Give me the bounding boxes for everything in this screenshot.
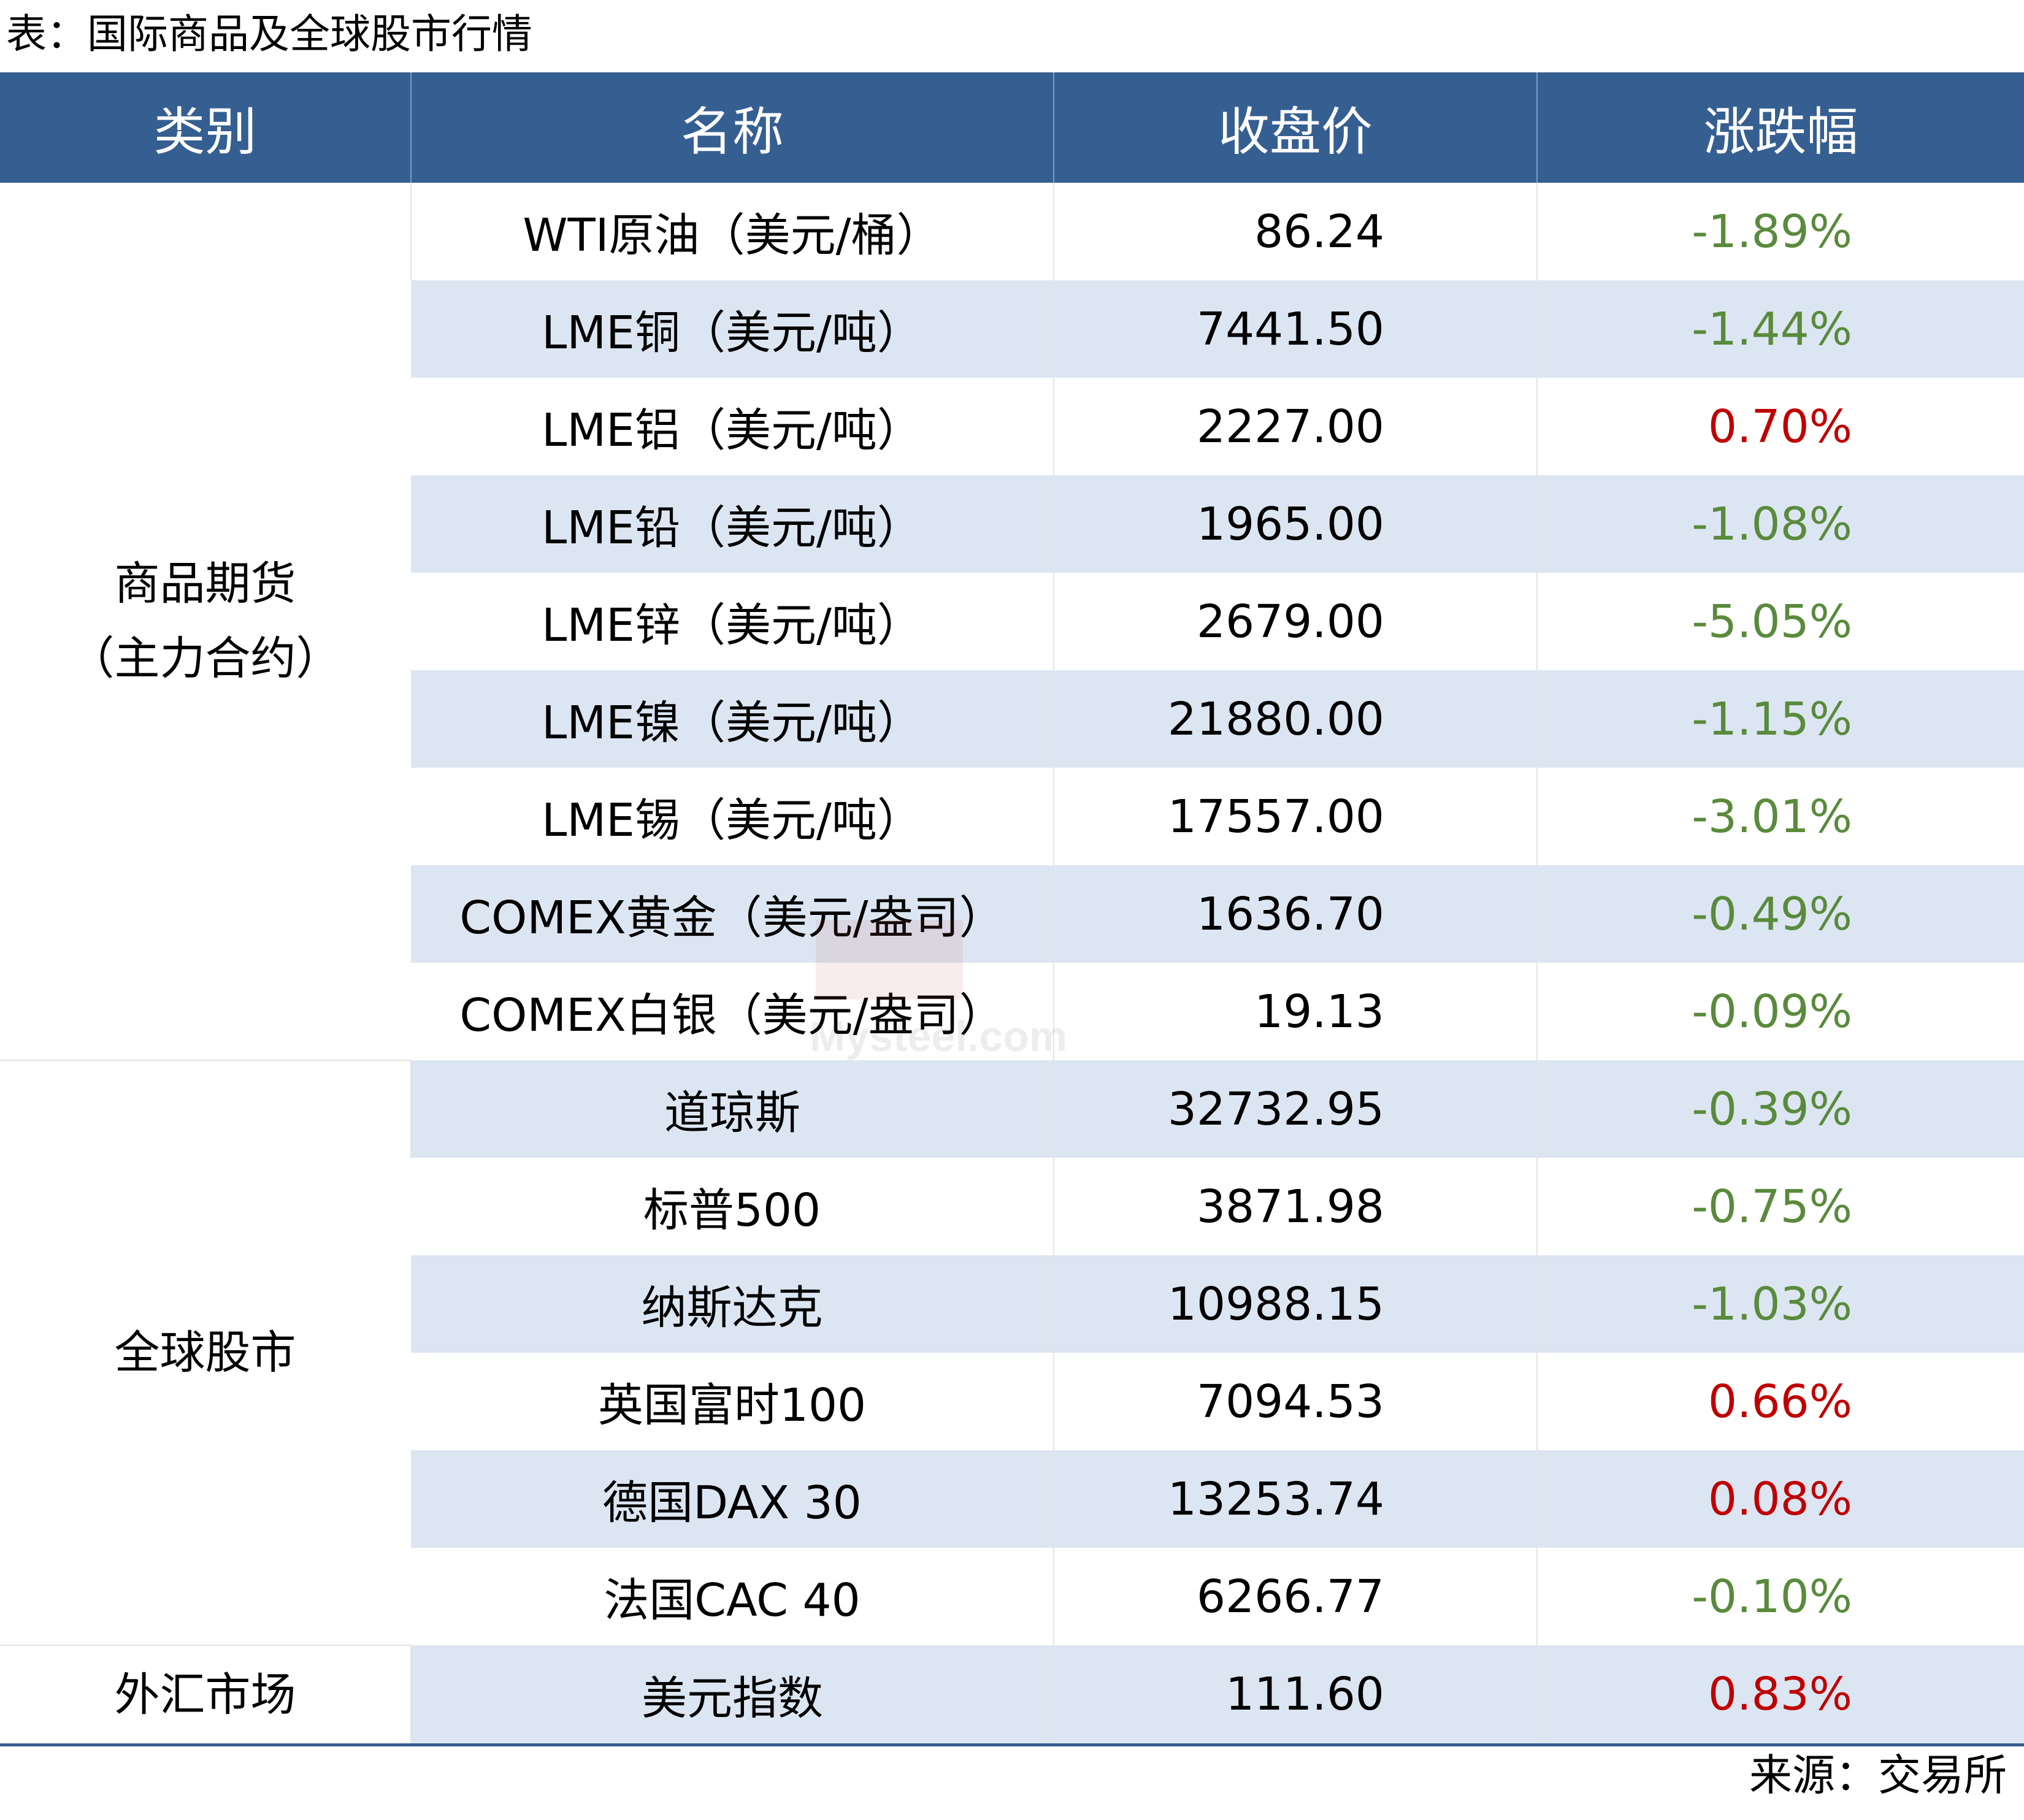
close-price: 3871.98 <box>1053 1158 1537 1255</box>
change-pct: -0.75% <box>1536 1158 2024 1255</box>
close-price: 86.24 <box>1053 183 1537 280</box>
header-change-pct: 涨跌幅 <box>1536 72 2024 183</box>
table-row: LME镍（美元/吨） 21880.00 -1.15% <box>0 670 2024 768</box>
instrument-name: WTI原油（美元/桶） <box>410 183 1054 280</box>
change-pct: -0.10% <box>1536 1548 2024 1645</box>
table-caption: 表：国际商品及全球股市行情 <box>6 10 532 58</box>
category-global-stocks: 全球股市 <box>0 1060 411 1646</box>
instrument-name: LME铝（美元/吨） <box>542 404 922 457</box>
close-price: 2679.00 <box>1053 573 1537 670</box>
table-row: LME锡（美元/吨） 17557.00 -3.01% <box>0 768 2024 865</box>
change-pct: 0.08% <box>1536 1450 2024 1548</box>
close-price: 1965.00 <box>1053 475 1537 573</box>
change-pct: -1.03% <box>1536 1255 2024 1353</box>
market-table: 类别 名称 收盘价 涨跌幅 商品期货 （主力合约） WTI原油（美元/桶） 86… <box>0 72 2024 1746</box>
instrument-name: LME铜（美元/吨） <box>411 280 1054 378</box>
close-price: 13253.74 <box>1053 1450 1537 1548</box>
close-price: 7094.53 <box>1053 1353 1537 1450</box>
table-row: 商品期货 （主力合约） WTI原油（美元/桶） 86.24 -1.89% <box>0 183 2024 1061</box>
header-category: 类别 <box>0 72 411 183</box>
change-pct: -1.15% <box>1536 670 2024 768</box>
table-row: COMEX白银（美元/盎司） 19.13 -0.09% <box>0 963 2024 1060</box>
change-pct: -1.08% <box>1536 475 2024 573</box>
instrument-name: LME锌（美元/吨） <box>542 599 922 652</box>
header-name: 名称 <box>410 72 1054 183</box>
close-price: 2227.00 <box>1053 378 1537 475</box>
category-label: 全球股市 <box>114 1326 296 1379</box>
category-label: 外汇市场 <box>114 1668 296 1721</box>
instrument-name: 法国CAC 40 <box>604 1574 861 1627</box>
change-pct: 0.70% <box>1536 378 2024 475</box>
close-price: 17557.00 <box>1053 768 1537 865</box>
change-pct: -0.49% <box>1536 865 2024 963</box>
close-price: 6266.77 <box>1053 1548 1537 1645</box>
instrument-name: 德国DAX 30 <box>411 1450 1054 1548</box>
change-pct: 0.83% <box>1536 1645 2024 1746</box>
category-commodity-futures: 商品期货 （主力合约） <box>0 183 411 1061</box>
instrument-name: COMEX黄金（美元/盎司） <box>411 865 1054 963</box>
table-row: 外汇市场 美元指数 111.60 0.83% <box>0 1645 2024 1746</box>
table-header-row: 类别 名称 收盘价 涨跌幅 <box>0 72 2024 183</box>
instrument-name: COMEX白银（美元/盎司） <box>459 989 1005 1042</box>
close-price: 19.13 <box>1053 963 1537 1060</box>
table-row: 英国富时100 7094.53 0.66% <box>0 1353 2024 1450</box>
close-price: 1636.70 <box>1053 865 1537 963</box>
category-forex-market: 外汇市场 <box>0 1645 411 1746</box>
source-note: 来源：交易所 <box>1749 1750 2007 1800</box>
instrument-name: 道琼斯 <box>410 1060 1054 1158</box>
category-label: 商品期货 <box>114 557 296 610</box>
close-price: 32732.95 <box>1053 1060 1537 1158</box>
table-row: 德国DAX 30 13253.74 0.08% <box>0 1450 2024 1548</box>
header-close-price: 收盘价 <box>1053 72 1537 183</box>
change-pct: 0.66% <box>1536 1353 2024 1450</box>
market-table-container: 类别 名称 收盘价 涨跌幅 商品期货 （主力合约） WTI原油（美元/桶） 86… <box>0 72 2024 1746</box>
change-pct: -1.44% <box>1536 280 2024 378</box>
change-pct: -0.09% <box>1536 963 2024 1060</box>
close-price: 10988.15 <box>1053 1255 1537 1353</box>
table-row: 法国CAC 40 6266.77 -0.10% <box>0 1548 2024 1645</box>
table-row: 纳斯达克 10988.15 -1.03% <box>0 1255 2024 1353</box>
instrument-name: 英国富时100 <box>597 1379 867 1432</box>
change-pct: -3.01% <box>1536 768 2024 865</box>
table-row: LME铜（美元/吨） 7441.50 -1.44% <box>0 280 2024 378</box>
table-row: LME锌（美元/吨） 2679.00 -5.05% <box>0 573 2024 670</box>
table-row: 标普500 3871.98 -0.75% <box>0 1158 2024 1255</box>
instrument-name: LME锡（美元/吨） <box>542 794 922 847</box>
instrument-name: LME铅（美元/吨） <box>411 475 1054 573</box>
table-row: COMEX黄金（美元/盎司） 1636.70 -0.49% <box>0 865 2024 963</box>
change-pct: -5.05% <box>1536 573 2024 670</box>
close-price: 111.60 <box>1053 1645 1537 1746</box>
close-price: 7441.50 <box>1053 280 1537 378</box>
table-row: LME铝（美元/吨） 2227.00 0.70% <box>0 378 2024 475</box>
instrument-name: LME镍（美元/吨） <box>411 670 1054 768</box>
instrument-name: 标普500 <box>643 1184 821 1237</box>
category-sublabel: （主力合约） <box>69 632 342 685</box>
table-row: 全球股市 道琼斯 32732.95 -0.39% <box>0 1060 2024 1646</box>
instrument-name: 美元指数 <box>410 1645 1054 1746</box>
table-row: LME铅（美元/吨） 1965.00 -1.08% <box>0 475 2024 573</box>
close-price: 21880.00 <box>1053 670 1537 768</box>
instrument-name: 纳斯达克 <box>411 1255 1054 1353</box>
change-pct: -1.89% <box>1536 183 2024 280</box>
change-pct: -0.39% <box>1536 1060 2024 1158</box>
